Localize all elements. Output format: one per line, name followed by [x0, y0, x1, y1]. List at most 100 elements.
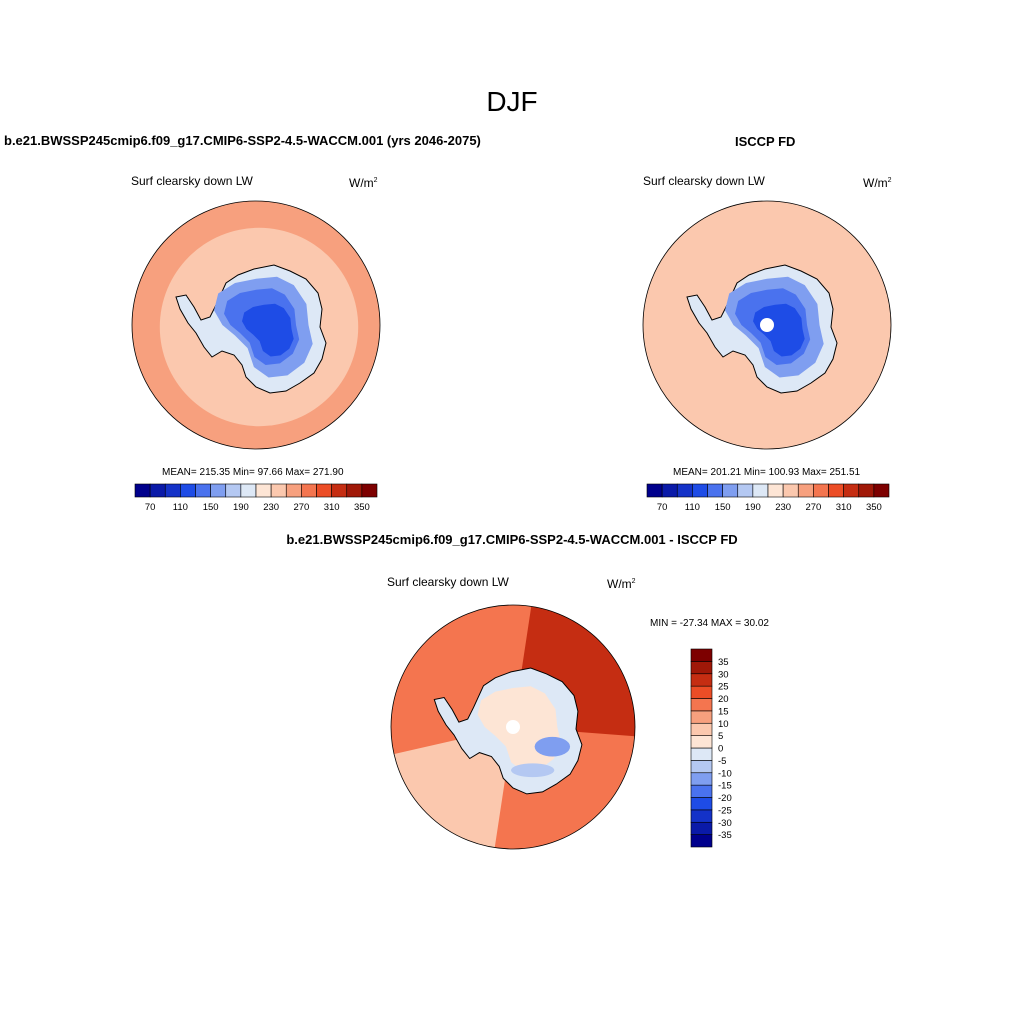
colorbar-box — [782, 483, 799, 498]
colorbar-box — [301, 483, 317, 498]
colorbar-box — [346, 483, 363, 498]
colorbar-box — [858, 483, 875, 498]
colorbar-tick-label: 5 — [718, 731, 723, 742]
colorbar-box — [828, 483, 844, 498]
panel-obs-stats: MEAN= 201.21 Min= 100.93 Max= 251.51 — [673, 467, 861, 478]
colorbar-box — [676, 483, 693, 498]
colorbar-tick-label: 190 — [233, 502, 249, 513]
colorbar-tick-label: 350 — [354, 502, 370, 513]
colorbar-box — [690, 661, 713, 675]
colorbar-box — [240, 483, 257, 498]
colorbar-box — [690, 834, 713, 848]
panel-diff-map — [390, 604, 636, 850]
colorbar-tick-label: 35 — [718, 657, 729, 668]
colorbar-tick-label: 150 — [203, 502, 219, 513]
colorbar-tick-label: -35 — [718, 830, 732, 841]
colorbar-tick-label: 310 — [324, 502, 340, 513]
colorbar-box — [149, 483, 166, 498]
colorbar-box — [661, 483, 678, 498]
colorbar-tick-label: 0 — [718, 744, 723, 755]
colorbar-box — [270, 483, 287, 498]
colorbar-box — [195, 483, 211, 498]
colorbar-tick-label: 25 — [718, 682, 729, 693]
colorbar-box — [843, 483, 860, 498]
panel-model-title: b.e21.BWSSP245cmip6.f09_g17.CMIP6-SSP2-4… — [4, 133, 481, 148]
colorbar-box — [767, 483, 784, 498]
pacific-sector — [391, 727, 513, 849]
colorbar-box — [873, 483, 890, 498]
colorbar-box — [690, 698, 713, 712]
colorbar-box — [752, 483, 769, 498]
colorbar-tick-label: 270 — [805, 502, 821, 513]
colorbar-box — [210, 483, 227, 498]
colorbar-box — [690, 722, 713, 736]
colorbar-box — [690, 809, 713, 823]
colorbar-tick-label: 350 — [866, 502, 882, 513]
panel-model-units-label: W/m2 — [349, 176, 378, 190]
colorbar-tick-label: -10 — [718, 768, 732, 779]
panel-diff-title: b.e21.BWSSP245cmip6.f09_g17.CMIP6-SSP2-4… — [286, 532, 738, 547]
pole-missing — [506, 720, 520, 734]
colorbar-box — [690, 797, 713, 811]
colorbar-tick-label: -30 — [718, 818, 732, 829]
colorbar-box — [707, 483, 723, 498]
colorbar-tick-label: 110 — [685, 502, 700, 513]
plateau-core — [242, 303, 294, 357]
panel-model-map — [131, 200, 381, 450]
panel-model-stats: MEAN= 215.35 Min= 97.66 Max= 271.90 — [162, 467, 344, 478]
map-border — [642, 200, 892, 450]
colorbar-tick-label: 230 — [263, 502, 279, 513]
panel-obs-colorbar: 70 110 150 190 230 270 310 350 — [646, 483, 890, 513]
colorbar-tick-label: 20 — [718, 694, 729, 705]
map-border — [390, 604, 636, 850]
colorbar-box — [690, 648, 713, 662]
pole-missing — [760, 318, 774, 332]
colorbar-tick-label: 15 — [718, 706, 729, 717]
colorbar-box — [690, 710, 713, 724]
map-border — [131, 200, 381, 450]
colorbar-box — [690, 673, 713, 687]
panel-obs-map — [642, 200, 892, 450]
colorbar-tick-label: 10 — [718, 719, 729, 730]
colorbar-box — [646, 483, 663, 498]
colorbar-tick-label: -20 — [718, 793, 732, 804]
colorbar-tick-label: 270 — [293, 502, 309, 513]
panel-obs-variable-label: Surf clearsky down LW — [643, 174, 765, 188]
colorbar-tick-label: -25 — [718, 805, 732, 816]
colorbar-box — [690, 784, 713, 798]
colorbar-tick-label: 110 — [173, 502, 188, 513]
colorbar-box — [180, 483, 196, 498]
colorbar-box — [134, 483, 151, 498]
colorbar-box — [690, 735, 713, 749]
colorbar-box — [690, 685, 713, 699]
colorbar-box — [690, 760, 713, 774]
colorbar-tick-label: 150 — [715, 502, 731, 513]
panel-diff-variable-label: Surf clearsky down LW — [387, 575, 509, 589]
colorbar-tick-label: 70 — [657, 502, 668, 513]
colorbar-tick-label: 70 — [145, 502, 156, 513]
panel-diff-units-label: W/m2 — [607, 577, 636, 591]
colorbar-box — [285, 483, 302, 498]
colorbar-tick-label: 230 — [775, 502, 791, 513]
colorbar-box — [164, 483, 181, 498]
plateau-core — [753, 303, 805, 357]
colorbar-box — [690, 747, 713, 761]
east-coast-negative — [534, 736, 571, 757]
panel-diff-stats: MIN = -27.34 MAX = 30.02 — [650, 618, 769, 629]
colorbar-tick-label: -15 — [718, 781, 732, 792]
colorbar-box — [316, 483, 332, 498]
colorbar-box — [690, 772, 713, 786]
colorbar-box — [225, 483, 242, 498]
colorbar-tick-label: 190 — [745, 502, 761, 513]
colorbar-box — [797, 483, 814, 498]
colorbar-box — [361, 483, 378, 498]
coast-negative-band — [511, 763, 555, 778]
panel-obs-units-label: W/m2 — [863, 176, 892, 190]
colorbar-box — [737, 483, 754, 498]
panel-obs-title: ISCCP FD — [735, 134, 796, 149]
colorbar-box — [331, 483, 348, 498]
colorbar-box — [813, 483, 829, 498]
panel-model-variable-label: Surf clearsky down LW — [131, 174, 253, 188]
panel-model-colorbar: 70 110 150 190 230 270 310 350 — [134, 483, 378, 513]
